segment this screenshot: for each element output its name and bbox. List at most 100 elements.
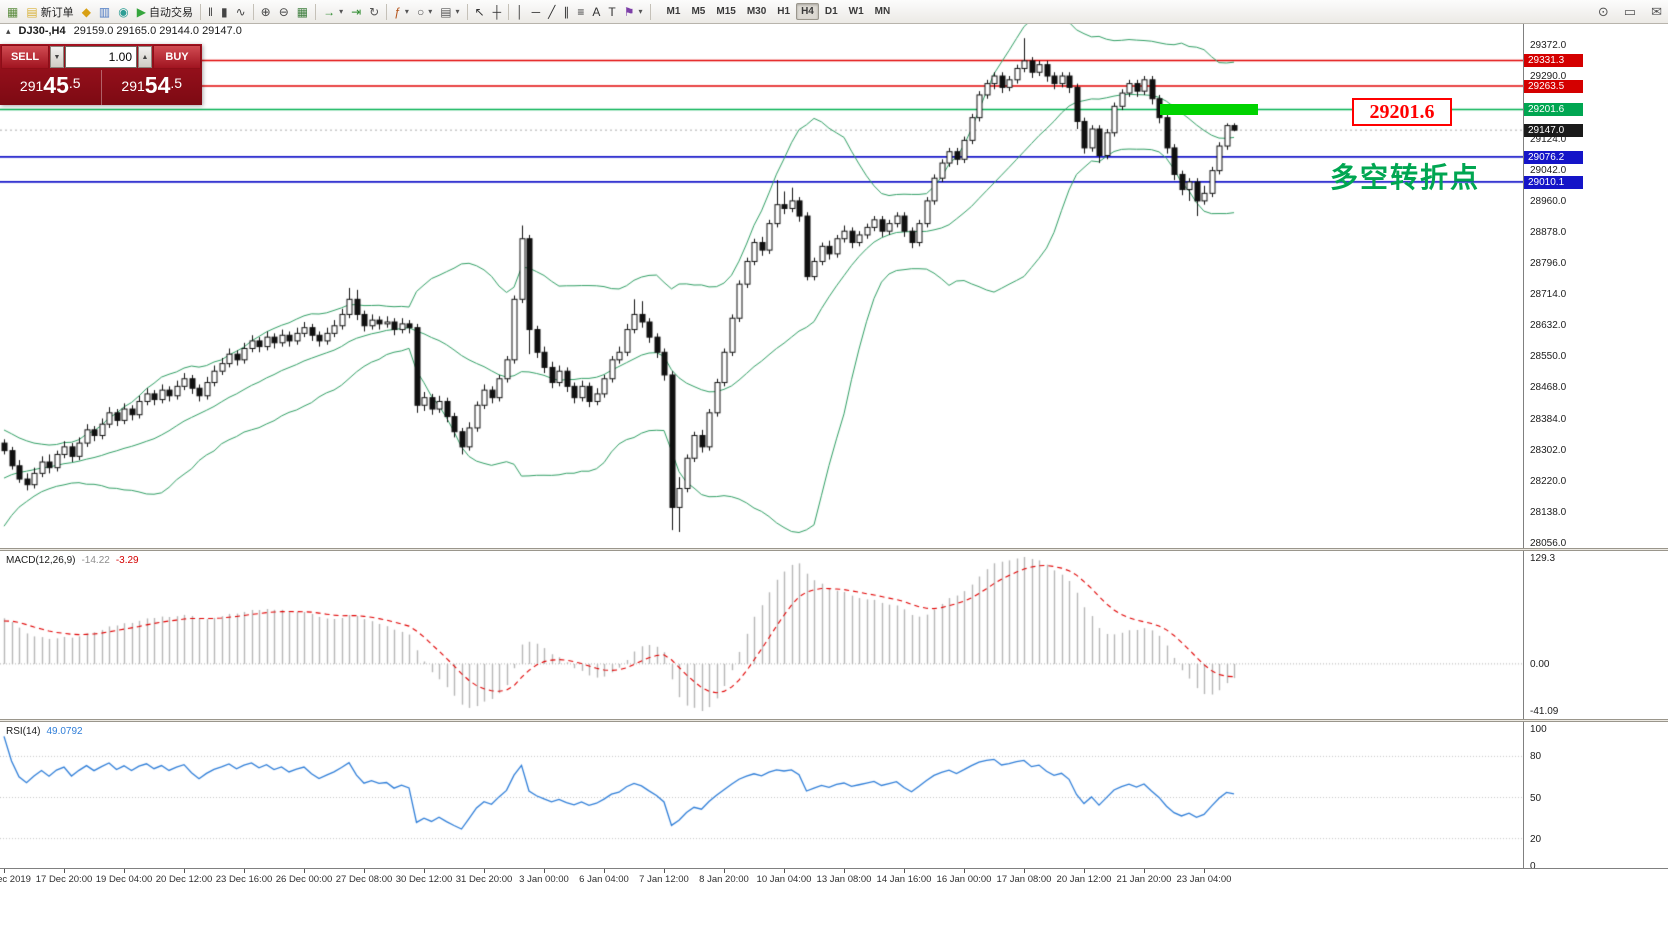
autotrading-button[interactable]: ▶ 自动交易 — [133, 2, 197, 21]
vertical-line-icon[interactable]: │ — [512, 2, 528, 21]
tile-windows-icon[interactable]: ▦ — [293, 2, 312, 21]
volume-input[interactable] — [65, 46, 137, 68]
trendline-icon[interactable]: ╱ — [544, 2, 559, 21]
mail-icon[interactable]: ✉ — [1647, 2, 1666, 21]
templates-icon[interactable]: ▤ ▾ — [436, 2, 463, 21]
trendline-icon-glyph: ╱ — [548, 4, 556, 19]
buy-price-prefix: 291 — [121, 78, 145, 94]
time-axis-label: 8 Jan 20:00 — [699, 874, 749, 885]
rsi-indicator-canvas[interactable] — [0, 722, 1523, 868]
timeframe-h4[interactable]: H4 — [796, 3, 819, 20]
periods-icon[interactable]: ○ ▾ — [413, 2, 436, 21]
horizontal-line-icon-glyph: ─ — [531, 4, 541, 19]
time-tick — [304, 869, 305, 873]
price-axis-label: 28960.0 — [1530, 195, 1567, 207]
tile-windows-icon-glyph: ▦ — [296, 4, 309, 19]
time-axis-label: 17 Dec 20:00 — [35, 874, 93, 885]
indicators-icon-caret: ▾ — [404, 7, 409, 16]
time-axis-label: 21 Jan 20:00 — [1116, 874, 1172, 885]
fibonacci-icon-glyph: ≡ — [577, 4, 585, 19]
zoom-out-icon-glyph: ⊖ — [278, 4, 289, 19]
timeframe-m15[interactable]: M15 — [716, 6, 736, 17]
highlight-rectangle[interactable] — [1160, 104, 1258, 115]
crosshair-icon[interactable]: ┼ — [489, 2, 506, 21]
volume-decrease-button[interactable]: ▼ — [50, 46, 64, 68]
time-axis-label: 31 Dec 20:00 — [455, 874, 513, 885]
new-chart-icon[interactable]: → ▾ — [319, 2, 347, 21]
timeframe-d1[interactable]: D1 — [824, 6, 838, 17]
new-chart-icon-glyph: → — [323, 4, 336, 19]
panel-separator[interactable] — [0, 719, 1668, 722]
time-tick — [1144, 869, 1145, 873]
cursor-icon-glyph: ↖ — [474, 4, 485, 19]
zoom-out-icon[interactable]: ⊖ — [275, 2, 293, 21]
fibonacci-icon[interactable]: ≡ — [573, 2, 588, 21]
line-chart-mode-icon-glyph: ∿ — [235, 4, 246, 19]
price-axis-label: 28878.0 — [1530, 226, 1567, 238]
toolbar-separator — [386, 3, 388, 20]
arrows-icon-glyph: ⚑ — [623, 4, 635, 19]
time-tick — [664, 869, 665, 873]
time-axis-label: 16 Jan 00:00 — [936, 874, 992, 885]
new-order-button[interactable]: ▤ 新订单 — [22, 2, 77, 21]
auto-scroll-icon[interactable]: ↻ — [365, 2, 383, 21]
text-icon[interactable]: A — [588, 2, 604, 21]
price-axis-label: 28220.0 — [1530, 475, 1567, 487]
time-tick — [364, 869, 365, 873]
chart-shift-icon[interactable]: ⇥ — [347, 2, 365, 21]
annotation-turning-point[interactable]: 多空转折点 — [1330, 162, 1481, 193]
timeframe-w1[interactable]: W1 — [848, 6, 864, 17]
price-badge-29263.5: 29263.5 — [1524, 80, 1583, 94]
time-tick — [604, 869, 605, 873]
line-chart-mode-icon[interactable]: ∿ — [232, 2, 250, 21]
price-axis-label: 28714.0 — [1530, 288, 1567, 300]
templates-icon-glyph: ▤ — [440, 4, 452, 19]
bar-chart-mode-icon[interactable]: ‖ — [204, 2, 217, 21]
data-window-icon[interactable]: ◉ — [114, 2, 132, 21]
time-tick — [964, 869, 965, 873]
price-annotation-label[interactable]: 29201.6 — [1352, 98, 1452, 126]
time-axis-label: 17 Jan 08:00 — [996, 874, 1052, 885]
rsi-axis-label: 100 — [1530, 724, 1547, 735]
price-axis[interactable]: 29372.0 29290.0 29124.0 29042.0 28960.0 28878… — [1523, 22, 1668, 872]
timeframe-m30[interactable]: M30 — [746, 6, 767, 17]
zoom-in-icon[interactable]: ⊕ — [257, 2, 275, 21]
timeframe-m1[interactable]: M1 — [666, 6, 681, 17]
time-axis-label: 16 Dec 2019 — [0, 874, 31, 885]
search-icon[interactable]: ⊙ — [1594, 2, 1613, 21]
new-chart-icon-caret: ▾ — [339, 7, 344, 16]
timeframe-h1[interactable]: H1 — [777, 6, 791, 17]
horizontal-line-icon[interactable]: ─ — [528, 2, 545, 21]
text-label-icon[interactable]: T — [604, 2, 619, 21]
buy-button[interactable]: BUY — [153, 45, 201, 69]
sell-button[interactable]: SELL — [1, 45, 49, 69]
price-axis-label: 28796.0 — [1530, 257, 1567, 269]
time-axis-label: 14 Jan 16:00 — [876, 874, 932, 885]
chart-shift-icon-glyph: ⇥ — [351, 4, 362, 19]
main-chart-canvas[interactable] — [0, 22, 1523, 548]
indicators-icon[interactable]: ƒ ▾ — [390, 2, 413, 21]
arrows-icon[interactable]: ⚑ ▾ — [620, 2, 647, 21]
timeframe-mn[interactable]: MN — [874, 6, 891, 17]
cursor-icon[interactable]: ↖ — [471, 2, 489, 21]
profiles-icon[interactable]: ▥ — [95, 2, 114, 21]
one-click-trading-panel: SELL ▼ ▲ BUY 291 45 .5 291 54 .5 — [0, 44, 202, 105]
chat-icon[interactable]: ▭ — [1620, 2, 1640, 21]
symbol-timeframe-label: DJ30-,H4 — [18, 25, 66, 37]
toolbar: ▦ ▤ 新订单 ◆ ▥ ◉ ▶ 自动交易 ‖ ▮ ∿ ⊕ ⊖ ▦ → ▾ ⇥ ↻ ƒ ▾ ○ ▾ ▤ ▾ ↖ ┼ │ ─ ╱ ∥ ≡ A T ⚑ ▾… — [0, 0, 1668, 24]
candlestick-mode-icon[interactable]: ▮ — [217, 2, 232, 21]
rsi-value: 49.0792 — [46, 726, 83, 737]
sell-price[interactable]: 291 45 .5 — [0, 70, 101, 105]
toolbar-right-group: ⊙ ▭ ✉ — [1594, 2, 1668, 21]
volume-increase-button[interactable]: ▲ — [138, 46, 152, 68]
ohlc-values: 29159.0 29165.0 29144.0 29147.0 — [73, 25, 242, 37]
chart-list-icon[interactable]: ◆ — [78, 2, 95, 21]
channel-icon[interactable]: ∥ — [559, 2, 573, 21]
buy-price[interactable]: 291 54 .5 — [100, 70, 203, 105]
app-chart-icon[interactable]: ▦ — [3, 2, 22, 21]
buy-price-big: 54 — [144, 72, 171, 98]
timeframe-m5[interactable]: M5 — [691, 6, 706, 17]
macd-indicator-canvas[interactable] — [0, 551, 1523, 719]
panel-separator[interactable] — [0, 548, 1668, 551]
